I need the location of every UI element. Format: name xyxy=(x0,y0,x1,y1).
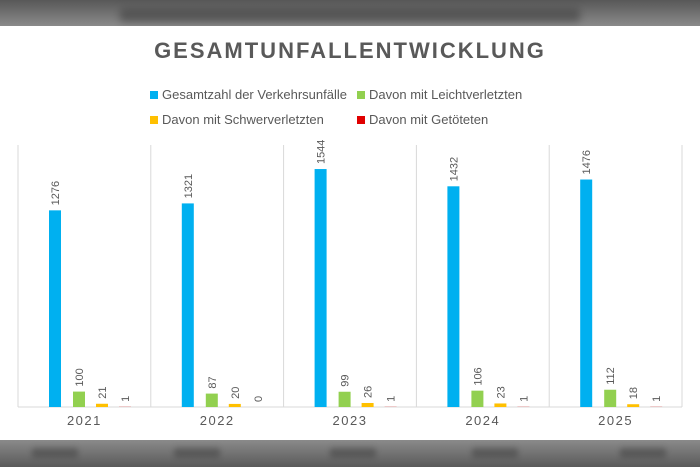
data-label-davon-mit-leichtverletzten-2022: 87 xyxy=(207,376,219,388)
data-label-davon-mit-get-teten-2022: 0 xyxy=(253,396,265,402)
data-label-davon-mit-leichtverletzten-2021: 100 xyxy=(74,368,86,386)
data-label-davon-mit-get-teten-2023: 1 xyxy=(386,396,398,402)
legend-swatch-leichtverletzte xyxy=(357,90,365,99)
legend-label-getoetete: Davon mit Getöteten xyxy=(369,112,489,127)
bar-davon-mit-leichtverletzten-2025 xyxy=(604,389,617,407)
data-label-gesamtzahl-der-verkehrsunf-lle-2022: 1321 xyxy=(183,174,195,198)
x-tick-label-2025: 2025 xyxy=(598,413,633,428)
data-label-davon-mit-schwerverletzten-2023: 26 xyxy=(363,386,375,398)
blurred-label-ghost xyxy=(472,448,518,458)
data-label-gesamtzahl-der-verkehrsunf-lle-2021: 1276 xyxy=(50,181,62,205)
data-label-davon-mit-leichtverletzten-2023: 99 xyxy=(340,374,352,386)
bar-gesamtzahl-der-verkehrsunf-lle-2023 xyxy=(314,169,327,407)
legend-swatch-schwerverletzte xyxy=(150,115,158,124)
bar-davon-mit-schwerverletzten-2021 xyxy=(96,403,108,407)
bar-davon-mit-schwerverletzten-2023 xyxy=(361,402,374,407)
legend-item-leichtverletzte: Davon mit Leichtverletzten xyxy=(357,87,522,102)
bar-davon-mit-schwerverletzten-2025 xyxy=(627,404,640,407)
data-label-davon-mit-schwerverletzten-2022: 20 xyxy=(230,387,242,399)
blurred-label-ghost xyxy=(174,448,220,458)
legend-item-gesamtzahl: Gesamtzahl der Verkehrsunfälle xyxy=(150,87,347,102)
data-label-davon-mit-leichtverletzten-2024: 106 xyxy=(472,367,484,385)
legend-item-schwerverletzte: Davon mit Schwerverletzten xyxy=(150,112,324,127)
data-label-gesamtzahl-der-verkehrsunf-lle-2023: 1544 xyxy=(316,140,328,164)
data-label-davon-mit-schwerverletzten-2025: 18 xyxy=(628,387,640,399)
bar-davon-mit-schwerverletzten-2022 xyxy=(228,403,241,407)
x-tick-label-2024: 2024 xyxy=(465,413,500,428)
blurred-title-ghost xyxy=(120,8,580,22)
data-label-davon-mit-schwerverletzten-2024: 23 xyxy=(495,386,507,398)
data-label-gesamtzahl-der-verkehrsunf-lle-2025: 1476 xyxy=(581,150,593,174)
legend-swatch-gesamtzahl xyxy=(150,90,158,99)
legend-item-getoetete: Davon mit Getöteten xyxy=(357,112,488,127)
data-label-davon-mit-get-teten-2024: 1 xyxy=(518,396,530,402)
bar-davon-mit-leichtverletzten-2022 xyxy=(205,393,218,407)
legend-swatch-getoetete xyxy=(357,115,365,124)
bar-davon-mit-leichtverletzten-2023 xyxy=(338,391,351,407)
blurred-label-ghost xyxy=(620,448,666,458)
bar-davon-mit-leichtverletzten-2024 xyxy=(471,390,484,407)
blurred-label-ghost xyxy=(32,448,78,458)
data-label-davon-mit-get-teten-2025: 1 xyxy=(651,396,663,402)
data-label-davon-mit-leichtverletzten-2025: 112 xyxy=(605,367,617,385)
bar-davon-mit-leichtverletzten-2021 xyxy=(73,391,85,407)
blurred-background-top xyxy=(0,0,700,26)
x-tick-label-2023: 2023 xyxy=(333,413,368,428)
bar-chart-plot: 2021 1276 100 21 1 2022 1321 87 20 0 2023 1544 99 26 1… xyxy=(17,140,683,428)
bar-gesamtzahl-der-verkehrsunf-lle-2024 xyxy=(447,186,460,407)
chart-title: GESAMTUNFALLENTWICKLUNG xyxy=(154,38,546,63)
bar-gesamtzahl-der-verkehrsunf-lle-2022 xyxy=(181,203,194,407)
bar-gesamtzahl-der-verkehrsunf-lle-2021 xyxy=(49,210,61,407)
data-label-davon-mit-schwerverletzten-2021: 21 xyxy=(97,387,109,399)
x-tick-label-2022: 2022 xyxy=(200,413,235,428)
legend-label-schwerverletzte: Davon mit Schwerverletzten xyxy=(162,112,324,127)
legend-label-gesamtzahl: Gesamtzahl der Verkehrsunfälle xyxy=(162,87,347,102)
bar-davon-mit-schwerverletzten-2024 xyxy=(494,403,507,407)
bar-gesamtzahl-der-verkehrsunf-lle-2025 xyxy=(580,179,593,407)
x-tick-label-2021: 2021 xyxy=(67,413,102,428)
chart-card: GESAMTUNFALLENTWICKLUNG Gesamtzahl der V… xyxy=(0,26,700,440)
blurred-label-ghost xyxy=(330,448,376,458)
data-label-gesamtzahl-der-verkehrsunf-lle-2024: 1432 xyxy=(448,157,460,181)
legend-label-leichtverletzte: Davon mit Leichtverletzten xyxy=(369,87,523,102)
blurred-background-bottom xyxy=(0,440,700,467)
data-label-davon-mit-get-teten-2021: 1 xyxy=(120,396,132,402)
